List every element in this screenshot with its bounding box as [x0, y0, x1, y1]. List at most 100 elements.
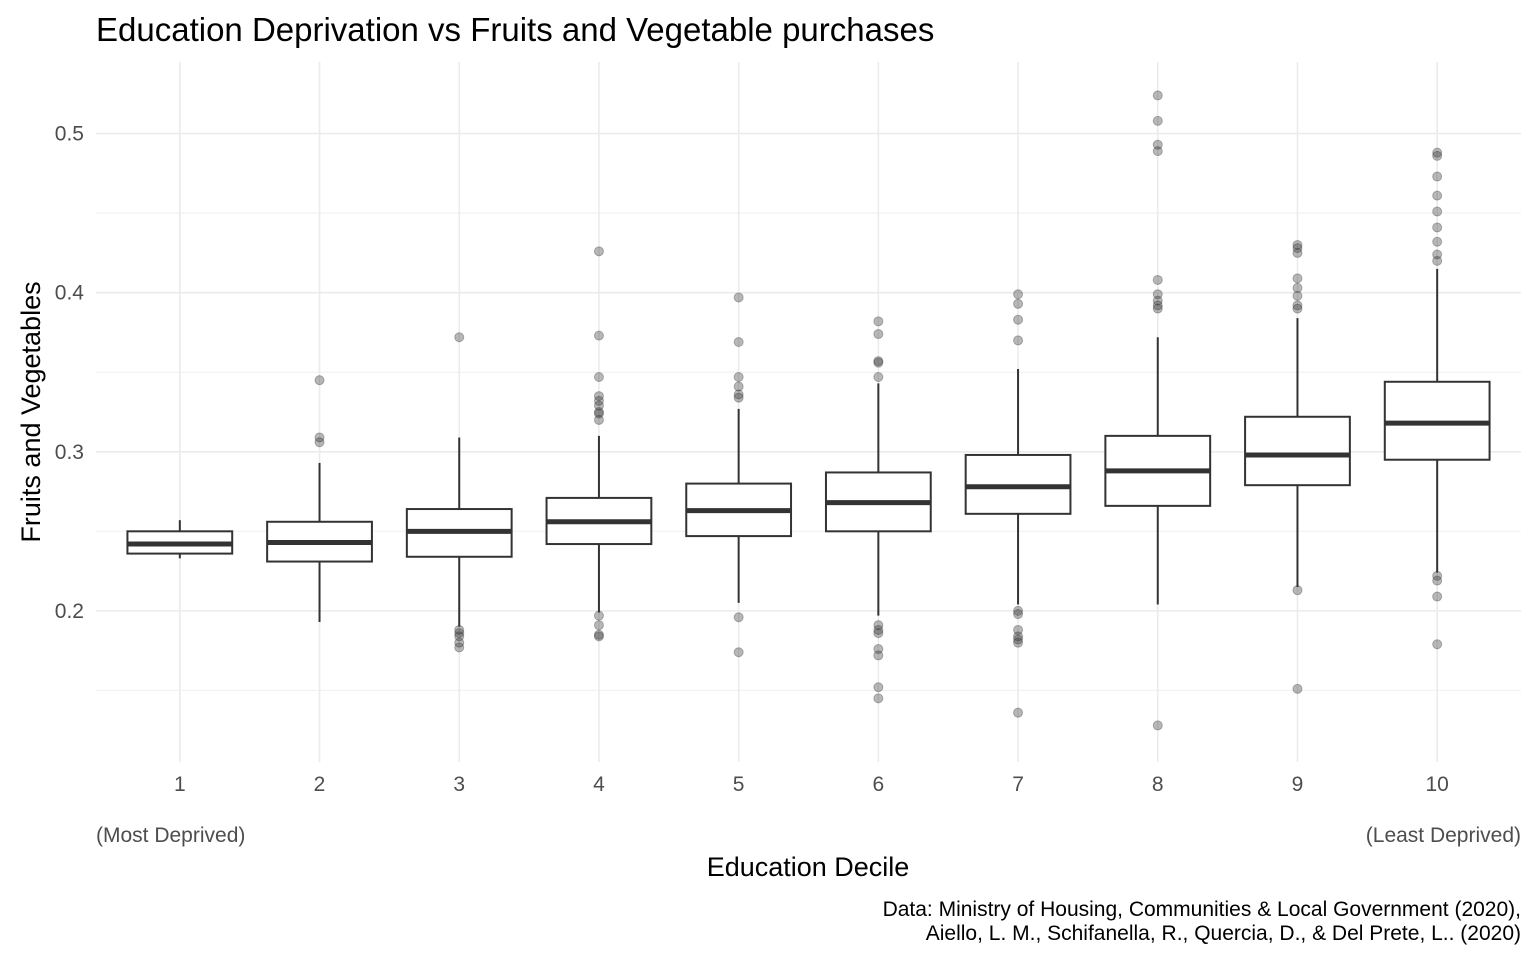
outlier-point — [593, 407, 604, 417]
outlier-point — [1013, 637, 1024, 648]
box-decile-4 — [545, 246, 653, 642]
outlier-point — [1432, 249, 1443, 260]
outlier-point — [1432, 150, 1443, 161]
box-decile-8 — [1104, 90, 1212, 731]
x-tick-label: 8 — [1152, 773, 1164, 796]
outlier-point — [1013, 609, 1024, 620]
x-tick-label: 3 — [453, 773, 465, 796]
outlier-point — [873, 372, 884, 382]
outlier-point — [593, 631, 604, 642]
outlier-point — [1292, 683, 1303, 694]
x-tick-label: 7 — [1012, 773, 1024, 796]
outlier-point — [1292, 585, 1303, 596]
outlier-point — [1432, 236, 1443, 247]
outlier-point — [733, 612, 744, 623]
y-tick-label: 0.4 — [55, 282, 85, 305]
box-decile-1 — [126, 520, 234, 559]
outlier-point — [1013, 624, 1024, 635]
outlier-point — [1013, 298, 1024, 309]
caption-line-1: Data: Ministry of Housing, Communities &… — [883, 898, 1521, 921]
outlier-point — [593, 620, 604, 631]
outlier-point — [1013, 314, 1024, 325]
outlier-point — [454, 624, 465, 635]
outlier-point — [1152, 720, 1163, 731]
outlier-point — [873, 329, 884, 340]
outlier-point — [1013, 631, 1024, 642]
outlier-point — [733, 372, 744, 382]
x-axis-tick-labels: 1 2 3 4 5 6 7 8 9 10 — [174, 773, 1449, 796]
outlier-point — [593, 372, 604, 382]
outlier-point — [593, 610, 604, 621]
outlier-point — [593, 408, 604, 419]
y-axis-title: Fruits and Vegetables — [16, 281, 46, 542]
outlier-point — [1152, 303, 1163, 314]
outlier-point — [1432, 255, 1443, 266]
box-decile-10 — [1383, 147, 1491, 650]
outlier-point — [1013, 289, 1024, 300]
x-tick-label: 4 — [593, 773, 605, 796]
outlier-point — [1292, 303, 1303, 314]
x-tick-label: 2 — [314, 773, 326, 796]
annotation-least-deprived: (Least Deprived) — [1366, 824, 1521, 847]
outlier-point — [454, 642, 465, 653]
outlier-point — [873, 644, 884, 655]
outlier-point — [1432, 171, 1443, 182]
outlier-point — [1152, 146, 1163, 157]
outlier-point — [593, 391, 604, 402]
box-series — [126, 90, 1491, 731]
outlier-point — [873, 693, 884, 704]
outlier-point — [1152, 295, 1163, 306]
box-iqr — [1244, 415, 1351, 487]
outlier-point — [1432, 147, 1443, 158]
outlier-point — [1292, 290, 1303, 301]
outlier-point — [1292, 247, 1303, 258]
outlier-point — [733, 337, 744, 347]
outlier-point — [873, 628, 884, 639]
outlier-point — [1292, 239, 1303, 250]
outlier-point — [593, 414, 604, 425]
outlier-point — [873, 624, 884, 635]
outlier-point — [314, 375, 325, 386]
box-decile-3 — [405, 332, 513, 653]
outlier-point — [1292, 273, 1303, 284]
x-tick-label: 5 — [733, 773, 745, 796]
outlier-point — [733, 381, 744, 392]
outlier-point — [593, 629, 604, 640]
outlier-point — [1152, 300, 1163, 311]
outlier-point — [1013, 707, 1024, 718]
outlier-point — [1152, 274, 1163, 285]
outlier-point — [733, 292, 744, 303]
box-decile-7 — [964, 289, 1072, 718]
outlier-point — [1013, 335, 1024, 346]
outlier-point — [873, 620, 884, 631]
outlier-point — [1432, 222, 1443, 233]
outlier-point — [454, 628, 465, 639]
box-decile-9 — [1244, 239, 1351, 694]
outlier-point — [593, 395, 604, 406]
chart-title: Education Deprivation vs Fruits and Vege… — [96, 11, 934, 48]
outlier-point — [314, 432, 325, 443]
outlier-point — [1013, 634, 1024, 645]
y-axis-tick-labels: 0.2 0.3 0.4 0.5 — [55, 123, 85, 623]
annotation-most-deprived: (Most Deprived) — [96, 824, 245, 847]
outlier-point — [1432, 639, 1443, 650]
outlier-point — [1152, 289, 1163, 300]
outlier-point — [593, 246, 604, 257]
outlier-point — [873, 356, 884, 367]
y-tick-label: 0.5 — [55, 123, 84, 146]
outlier-point — [873, 357, 884, 368]
outlier-point — [1292, 243, 1303, 254]
y-tick-label: 0.2 — [55, 600, 84, 623]
x-tick-label: 9 — [1292, 773, 1304, 796]
outlier-point — [454, 631, 465, 642]
box-decile-5 — [685, 292, 793, 658]
y-tick-label: 0.3 — [55, 441, 84, 464]
x-tick-label: 6 — [873, 773, 885, 796]
x-tick-label: 1 — [174, 773, 186, 796]
outlier-point — [1152, 115, 1163, 126]
outlier-point — [1432, 190, 1443, 201]
x-tick-label: 10 — [1425, 773, 1448, 796]
outlier-point — [733, 389, 744, 400]
outlier-point — [454, 637, 465, 648]
outlier-point — [1152, 139, 1163, 150]
